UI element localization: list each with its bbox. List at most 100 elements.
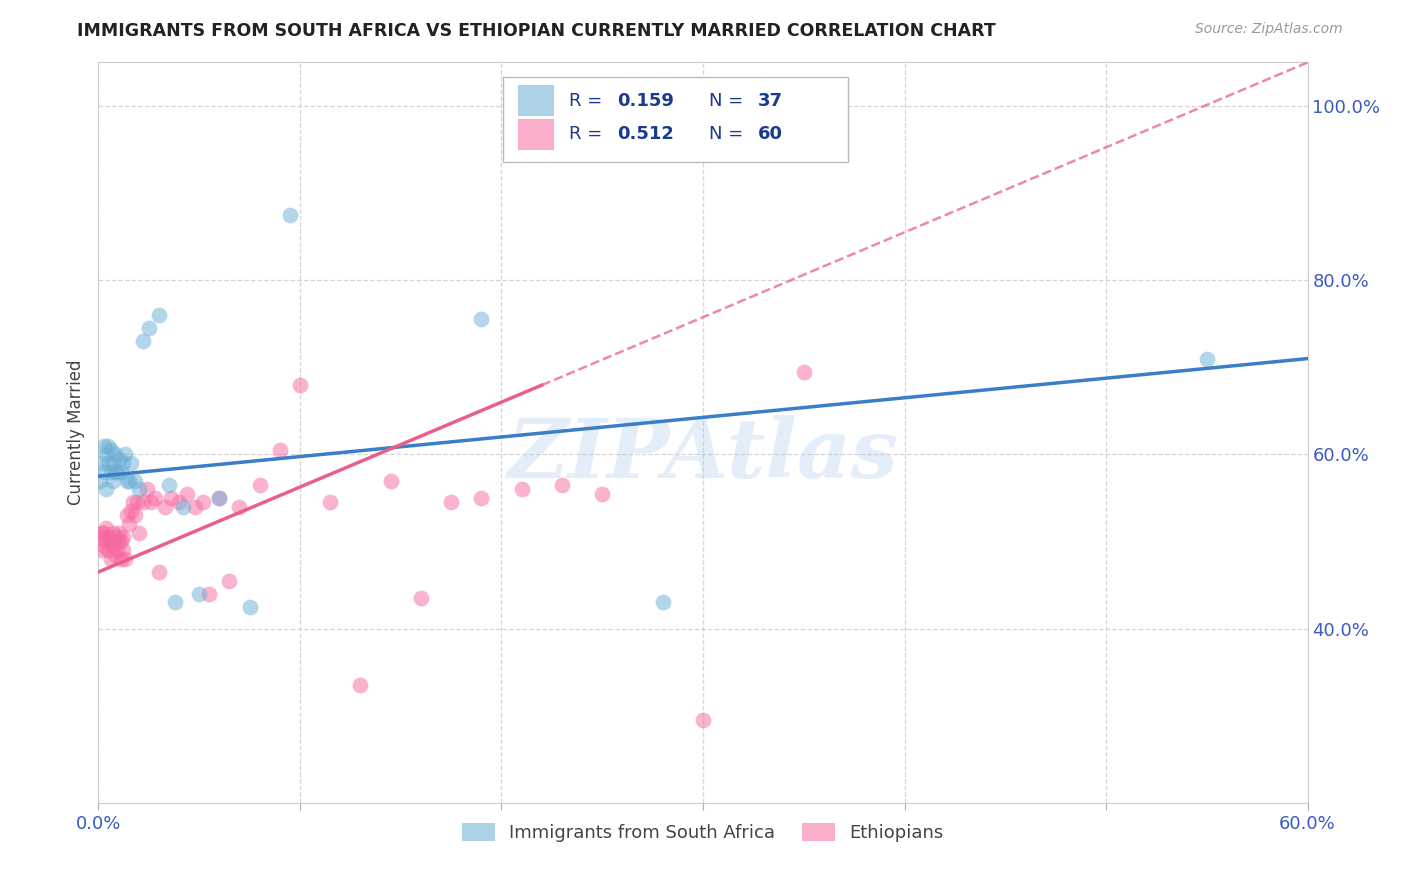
Point (93, 465, 115, 479)
Point (125, 495, 148, 509)
Point (510, 482, 533, 496)
Text: Source: ZipAtlas.com: Source: ZipAtlas.com (1195, 22, 1343, 37)
Point (239, 599, 262, 614)
Point (111, 530, 134, 544)
Point (208, 491, 231, 505)
Point (118, 474, 141, 488)
Point (120, 456, 142, 470)
Text: R =: R = (569, 125, 607, 144)
Point (172, 500, 194, 514)
Point (218, 574, 240, 588)
Point (110, 534, 132, 549)
Point (124, 474, 146, 488)
Point (148, 565, 170, 579)
Point (111, 543, 134, 558)
Point (103, 548, 125, 562)
Point (249, 478, 271, 492)
Point (409, 591, 432, 606)
Point (124, 508, 146, 523)
Point (101, 525, 124, 540)
Point (440, 495, 463, 509)
Point (470, 491, 492, 505)
Point (349, 678, 371, 692)
Point (97, 439, 120, 453)
Point (278, 208, 301, 222)
Point (163, 595, 186, 609)
Text: 0.159: 0.159 (617, 92, 673, 110)
Text: 0.512: 0.512 (617, 125, 673, 144)
Point (591, 486, 613, 500)
Point (228, 500, 250, 514)
Point (91, 525, 114, 540)
Point (96, 521, 118, 535)
Point (105, 543, 128, 558)
Point (91, 456, 114, 470)
Point (135, 482, 157, 496)
Point (288, 377, 311, 392)
Point (101, 456, 124, 470)
Point (176, 486, 198, 500)
Point (100, 552, 122, 566)
Point (107, 451, 129, 466)
Point (121, 495, 143, 509)
Point (91, 543, 114, 558)
Point (93, 539, 115, 553)
Text: ZIPAtlas: ZIPAtlas (508, 415, 898, 495)
Point (157, 478, 180, 492)
Point (115, 474, 138, 488)
Text: 37: 37 (758, 92, 782, 110)
Point (139, 495, 162, 509)
Point (100, 534, 122, 549)
Point (115, 508, 138, 523)
Point (184, 500, 207, 514)
Point (96, 534, 118, 549)
Point (160, 491, 183, 505)
Text: N =: N = (709, 92, 749, 110)
Point (93, 525, 115, 540)
Point (103, 447, 125, 461)
Point (692, 713, 714, 727)
Point (110, 552, 132, 566)
Point (103, 534, 125, 549)
Point (111, 456, 134, 470)
Point (143, 491, 166, 505)
Point (89, 474, 111, 488)
Point (107, 534, 129, 549)
Point (114, 552, 136, 566)
Point (100, 465, 122, 479)
Text: N =: N = (709, 125, 749, 144)
Point (1195, 351, 1218, 366)
Point (100, 443, 122, 458)
Point (188, 587, 211, 601)
Point (118, 517, 141, 532)
FancyBboxPatch shape (503, 78, 848, 162)
Y-axis label: Currently Married: Currently Married (66, 359, 84, 506)
Point (793, 365, 815, 379)
Point (153, 500, 176, 514)
Point (208, 491, 231, 505)
Point (96, 482, 118, 496)
Point (101, 539, 124, 553)
Point (105, 530, 128, 544)
Point (470, 312, 492, 326)
Point (138, 321, 160, 335)
Point (96, 447, 118, 461)
Point (120, 504, 142, 518)
Point (93, 439, 115, 453)
FancyBboxPatch shape (517, 119, 554, 150)
Point (103, 465, 125, 479)
Point (97, 456, 120, 470)
Point (651, 595, 673, 609)
Legend: Immigrants from South Africa, Ethiopians: Immigrants from South Africa, Ethiopians (456, 815, 950, 849)
Point (128, 482, 150, 496)
Point (128, 525, 150, 540)
Point (132, 334, 155, 348)
Text: 60: 60 (758, 125, 782, 144)
Text: IMMIGRANTS FROM SOUTH AFRICA VS ETHIOPIAN CURRENTLY MARRIED CORRELATION CHART: IMMIGRANTS FROM SOUTH AFRICA VS ETHIOPIA… (77, 22, 995, 40)
FancyBboxPatch shape (517, 86, 554, 117)
Point (107, 525, 129, 540)
Point (101, 474, 124, 488)
Point (198, 587, 221, 601)
Point (167, 495, 190, 509)
Point (132, 495, 155, 509)
